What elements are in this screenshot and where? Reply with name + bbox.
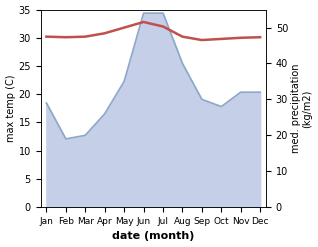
Y-axis label: med. precipitation
(kg/m2): med. precipitation (kg/m2) xyxy=(291,64,313,153)
X-axis label: date (month): date (month) xyxy=(112,231,194,242)
Y-axis label: max temp (C): max temp (C) xyxy=(5,75,16,142)
